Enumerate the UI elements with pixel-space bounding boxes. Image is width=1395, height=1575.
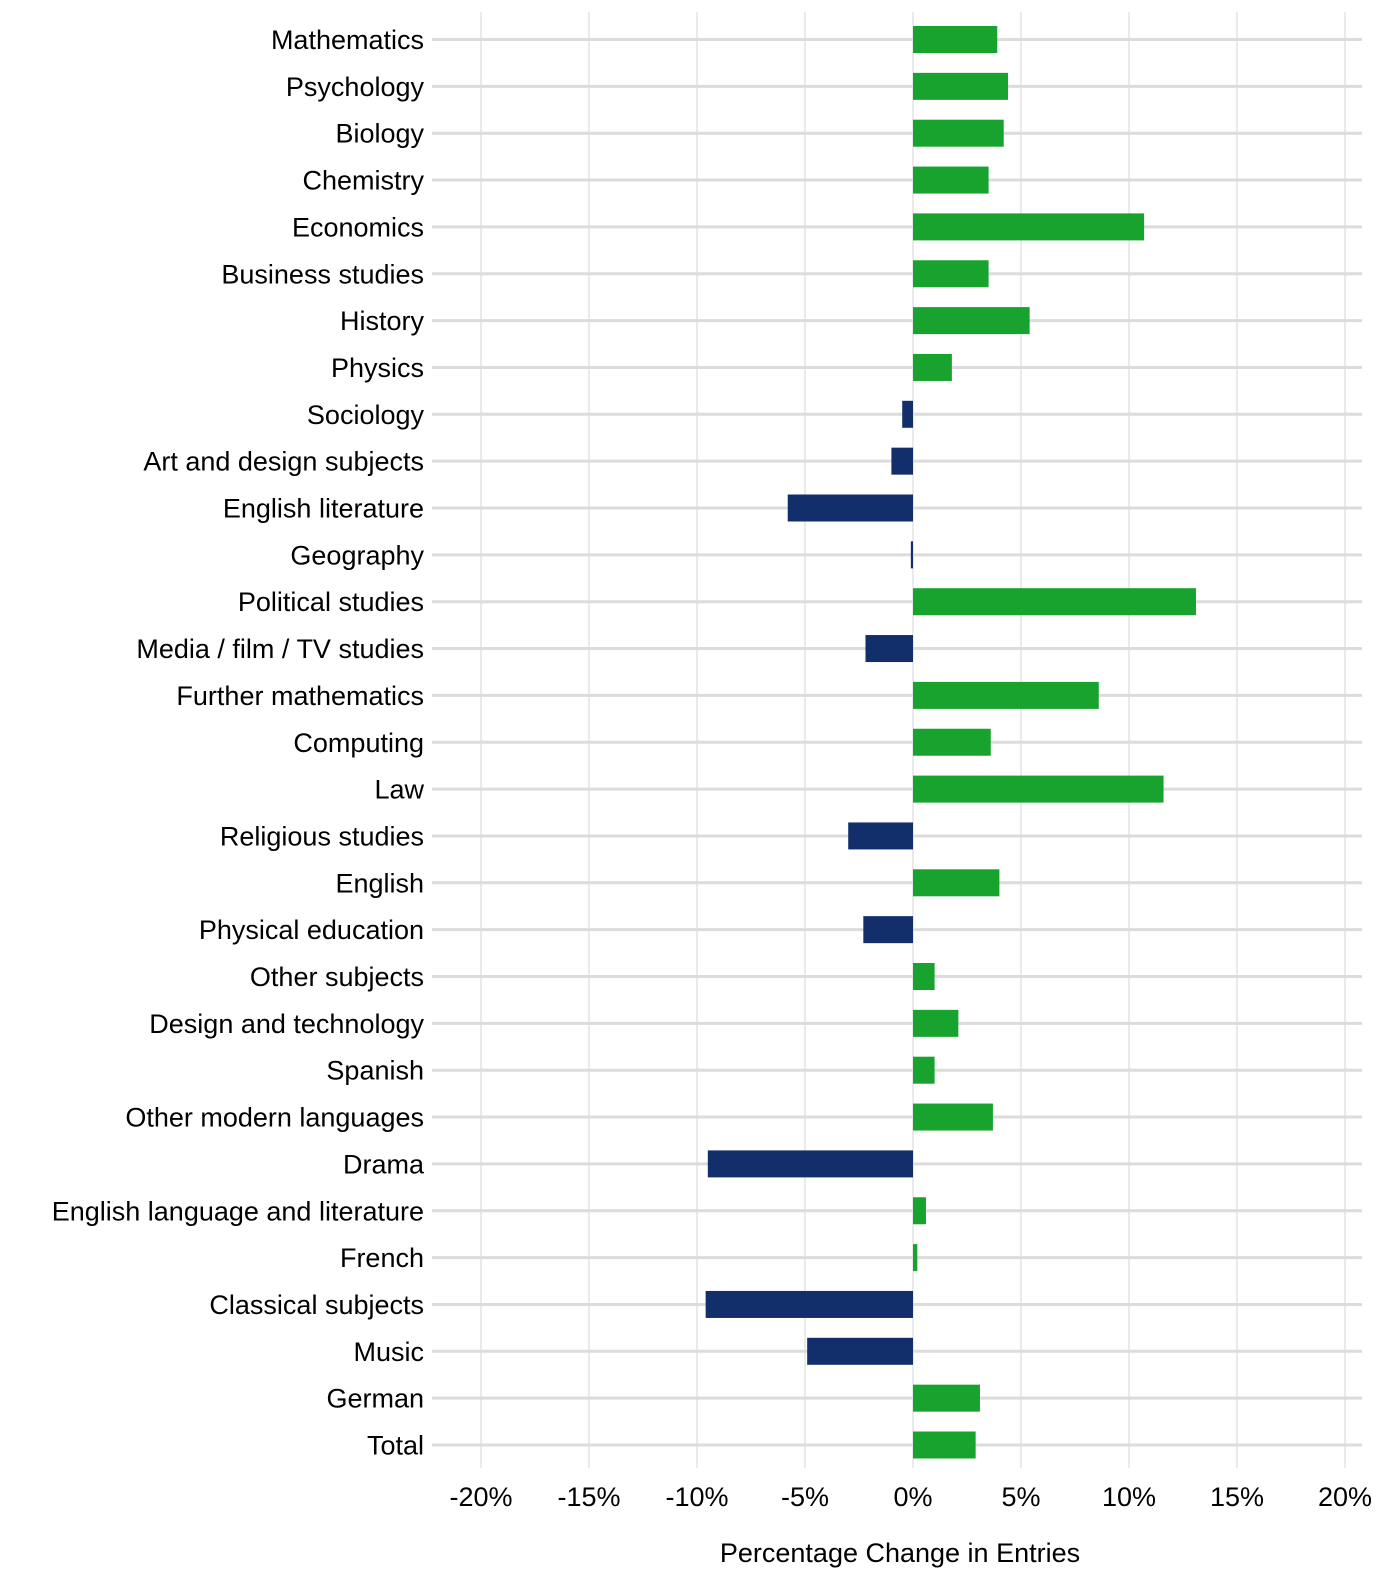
bars (705, 26, 1196, 1459)
category-label: Physical education (199, 915, 424, 945)
bar (913, 26, 998, 53)
bar (913, 1009, 959, 1037)
bar (902, 400, 913, 428)
bar (913, 588, 1196, 616)
category-label: Mathematics (271, 25, 424, 55)
category-label: Other subjects (250, 962, 424, 992)
bar (913, 213, 1145, 241)
bar (807, 1337, 913, 1365)
category-label: Economics (292, 212, 424, 242)
bar (913, 1197, 926, 1225)
bar (913, 72, 1009, 100)
bar (913, 260, 989, 288)
category-label: German (326, 1384, 424, 1414)
category-label: English (335, 868, 424, 898)
x-tick-label: -20% (449, 1482, 512, 1512)
category-label: Design and technology (149, 1009, 424, 1039)
x-tick-label: -5% (781, 1482, 829, 1512)
bar (891, 447, 913, 475)
category-label: Further mathematics (176, 681, 424, 711)
bar (913, 353, 952, 381)
category-label: Business studies (221, 259, 424, 289)
category-label: Music (353, 1337, 424, 1367)
bar (913, 963, 935, 990)
bar (865, 635, 913, 663)
category-label: Total (367, 1431, 424, 1461)
category-label: French (340, 1243, 424, 1273)
bar (913, 681, 1099, 709)
x-tick-label: 0% (893, 1482, 932, 1512)
category-label: Geography (290, 540, 424, 570)
bar (913, 1244, 918, 1272)
bar (705, 1290, 913, 1318)
category-label: Physics (331, 353, 424, 383)
x-tick-label: 15% (1210, 1482, 1264, 1512)
x-tick-labels: -20% -15% -10% -5% 0% 5% 10% 15% 20% (449, 1482, 1372, 1512)
category-label: English literature (223, 494, 424, 524)
x-tick-label: 20% (1318, 1482, 1372, 1512)
x-tick-label: 5% (1001, 1482, 1040, 1512)
category-label: Chemistry (302, 166, 424, 196)
category-label: Other modern languages (125, 1103, 424, 1133)
x-axis-title: Percentage Change in Entries (720, 1538, 1080, 1568)
bar (787, 494, 913, 522)
bar (707, 1150, 913, 1178)
category-label: Media / film / TV studies (136, 634, 424, 664)
bar (913, 307, 1030, 335)
category-label: Political studies (238, 587, 424, 617)
category-label: Sociology (307, 400, 425, 430)
bar (913, 166, 989, 194)
bar (863, 916, 913, 944)
bar (913, 1384, 980, 1412)
bar (913, 1431, 976, 1459)
category-label: Computing (293, 728, 424, 758)
row-lines (432, 38, 1362, 1447)
category-label: Psychology (286, 72, 425, 102)
category-label: Law (374, 775, 424, 805)
category-label: English language and literature (52, 1196, 424, 1226)
bar (913, 1056, 935, 1084)
category-label: History (340, 306, 425, 336)
category-label: Art and design subjects (143, 447, 424, 477)
bar (913, 1103, 993, 1131)
bar (913, 119, 1004, 147)
category-label: Classical subjects (209, 1290, 424, 1320)
x-tick-label: -15% (557, 1482, 620, 1512)
category-label: Religious studies (220, 821, 424, 851)
category-label: Drama (343, 1149, 425, 1179)
bar (913, 869, 1000, 897)
x-tick-label: 10% (1102, 1482, 1156, 1512)
x-tick-label: -10% (665, 1482, 728, 1512)
category-label: Spanish (326, 1056, 424, 1086)
category-labels: Mathematics Psychology Biology Chemistry Eco… (52, 25, 425, 1461)
bar (913, 775, 1164, 803)
bar (910, 541, 913, 569)
bar (848, 822, 913, 850)
bar (913, 728, 991, 756)
category-label: Biology (335, 119, 424, 149)
